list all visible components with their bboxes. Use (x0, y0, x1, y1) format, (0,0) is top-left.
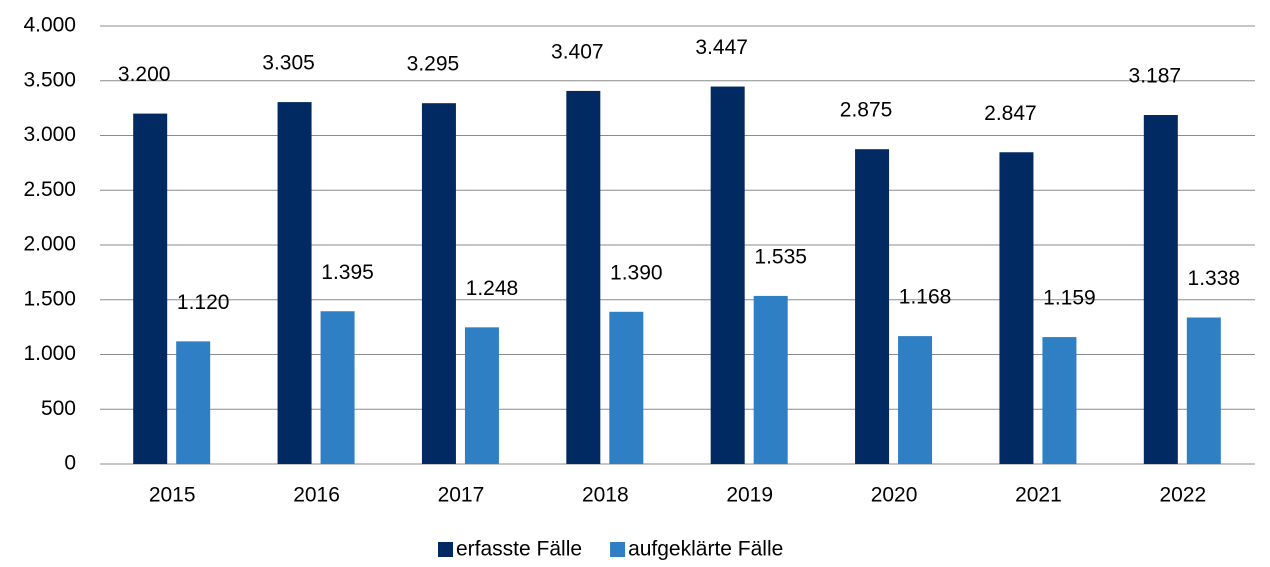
bar (464, 327, 499, 464)
value-label: 1.120 (177, 291, 230, 314)
legend-swatch (610, 542, 626, 557)
x-tick-label: 2018 (582, 484, 629, 507)
x-tick-label: 2022 (1159, 484, 1206, 507)
y-tick-label: 2.500 (23, 178, 76, 201)
bar (133, 113, 168, 464)
bar (753, 295, 788, 464)
bar (1143, 115, 1178, 464)
value-label: 1.338 (1188, 267, 1241, 290)
bar (320, 311, 355, 464)
bar (566, 90, 601, 464)
bar (898, 336, 933, 464)
x-tick-label: 2020 (871, 484, 918, 507)
bar (421, 103, 456, 464)
y-tick-label: 3.000 (23, 123, 76, 146)
value-label: 3.407 (551, 40, 604, 63)
bar (710, 86, 745, 464)
x-tick-label: 2015 (149, 484, 196, 507)
bar (176, 341, 211, 464)
y-tick-label: 1.000 (23, 342, 76, 365)
value-label: 3.295 (407, 53, 460, 76)
value-label: 1.395 (321, 261, 374, 284)
x-tick-label: 2019 (726, 484, 773, 507)
value-label: 1.168 (899, 286, 952, 309)
value-label: 3.187 (1129, 65, 1182, 88)
y-tick-label: 4.000 (23, 14, 76, 37)
value-label: 3.447 (695, 36, 748, 59)
x-tick-label: 2021 (1015, 484, 1062, 507)
bar (999, 152, 1034, 465)
x-tick-label: 2016 (293, 484, 340, 507)
y-tick-label: 3.500 (23, 68, 76, 91)
value-label: 1.159 (1043, 287, 1096, 310)
legend-swatch (438, 542, 453, 557)
value-label: 3.200 (118, 63, 171, 86)
y-tick-label: 1.500 (23, 287, 76, 310)
value-label: 1.248 (466, 277, 519, 300)
bar (609, 311, 644, 464)
bar (855, 149, 890, 464)
y-tick-label: 2.000 (23, 233, 76, 256)
bar (277, 102, 312, 464)
value-label: 2.875 (840, 99, 893, 122)
y-tick-label: 500 (41, 397, 76, 420)
legend-label: erfasste Fälle (456, 538, 582, 561)
legend-label: aufgeklärte Fälle (628, 538, 783, 561)
value-label: 3.305 (262, 52, 315, 75)
y-tick-label: 0 (64, 452, 76, 475)
bar (1042, 337, 1077, 464)
value-label: 2.847 (984, 102, 1037, 125)
bar (1186, 317, 1221, 464)
value-label: 1.535 (754, 245, 807, 268)
x-tick-label: 2017 (438, 484, 485, 507)
value-label: 1.390 (610, 261, 663, 284)
